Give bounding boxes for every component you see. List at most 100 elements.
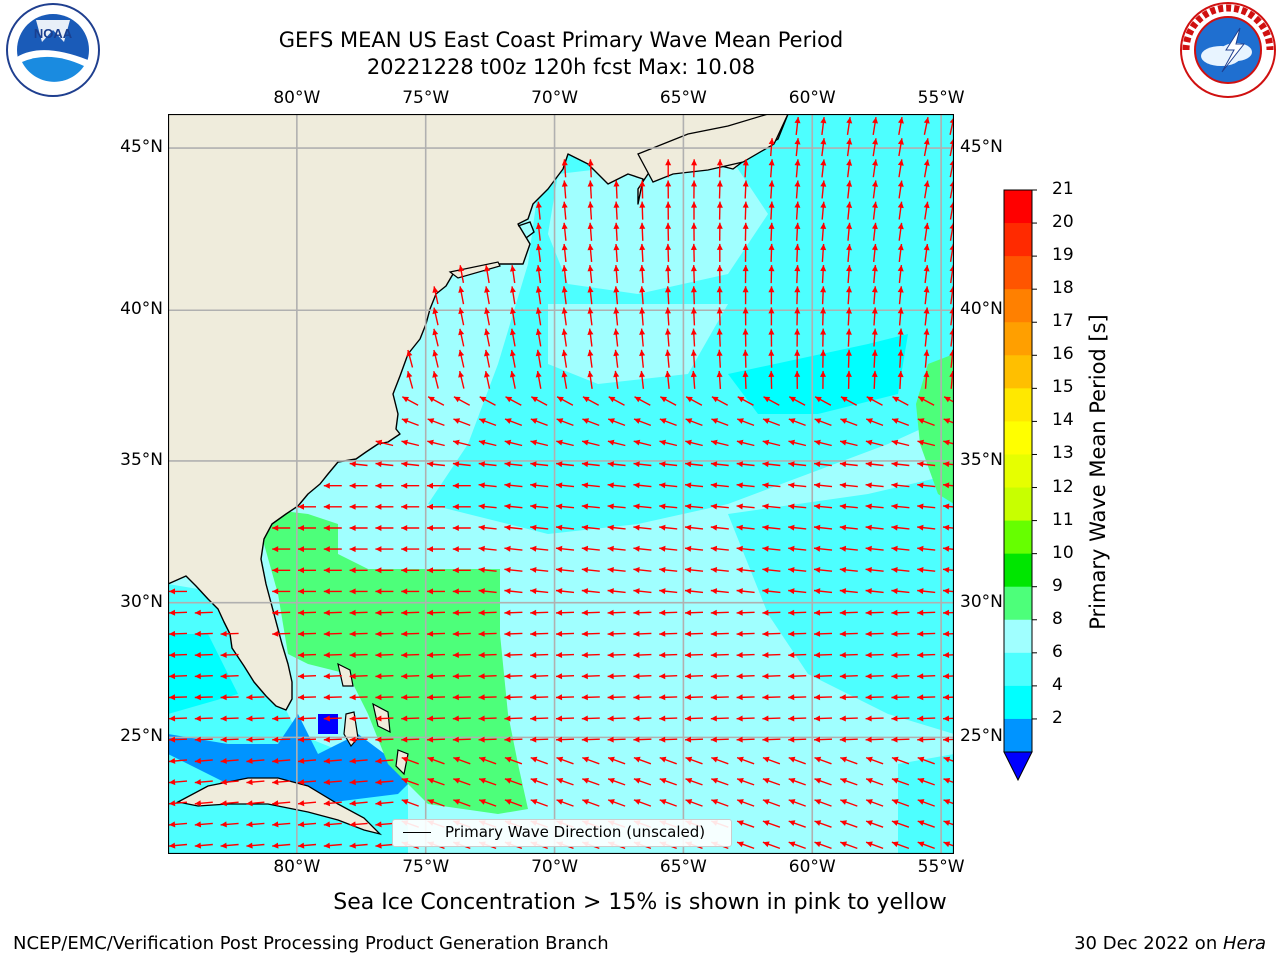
wave-direction-arrow [736, 756, 755, 765]
wave-direction-arrow [762, 503, 781, 510]
wave-direction-arrow [891, 778, 910, 786]
wave-direction-arrow [736, 482, 755, 489]
wave-direction-arrow [820, 159, 827, 178]
wave-direction-arrow [659, 778, 677, 786]
wave-direction-arrow [891, 545, 910, 552]
wave-direction-arrow [846, 307, 852, 326]
wave-direction-arrow [375, 736, 394, 743]
wave-direction-arrow [406, 349, 414, 368]
wave-direction-arrow [685, 799, 703, 807]
wave-direction-arrow [426, 609, 446, 616]
wave-direction-arrow [246, 694, 265, 701]
wave-direction-arrow [613, 328, 620, 347]
wave-direction-arrow [788, 673, 807, 680]
wave-direction-arrow [581, 482, 600, 489]
wave-direction-arrow [917, 778, 935, 786]
wave-direction-arrow [432, 307, 439, 326]
wave-direction-arrow [613, 370, 620, 389]
wave-direction-arrow [504, 778, 523, 786]
wave-direction-arrow [168, 800, 188, 807]
wave-direction-arrow [194, 821, 213, 828]
colorbar [1003, 189, 1037, 782]
wave-direction-arrow [561, 159, 568, 178]
wave-direction-arrow [555, 482, 575, 489]
wave-direction-arrow [872, 201, 878, 220]
wave-direction-arrow [788, 756, 806, 765]
wave-direction-arrow [820, 286, 827, 305]
colorbar-under-extension [1003, 751, 1033, 782]
wave-direction-arrow [820, 222, 827, 241]
wave-direction-arrow [509, 328, 516, 347]
wave-direction-arrow [401, 715, 420, 722]
wave-direction-arrow [871, 307, 878, 326]
wave-direction-arrow [942, 524, 954, 531]
wave-direction-arrow [865, 736, 884, 743]
wave-direction-arrow [788, 461, 807, 468]
wave-direction-arrow [561, 201, 568, 220]
wave-direction-arrow [478, 567, 497, 573]
wave-direction-arrow [710, 715, 729, 722]
wave-direction-arrow [555, 588, 575, 595]
wave-direction-arrow [581, 439, 600, 447]
legend-line-swatch [403, 832, 431, 833]
wave-direction-arrow [917, 503, 936, 510]
map-frame [168, 114, 954, 854]
wave-direction-arrow [298, 546, 316, 553]
wave-direction-arrow [716, 349, 723, 368]
wave-direction-arrow [898, 116, 904, 136]
wave-direction-arrow [349, 673, 368, 680]
wave-direction-arrow [587, 180, 594, 199]
wave-direction-arrow [768, 328, 775, 347]
wave-direction-arrow [478, 418, 497, 427]
wave-direction-arrow [509, 370, 516, 389]
wave-direction-arrow [762, 820, 781, 828]
wave-direction-arrow [813, 694, 833, 701]
wave-direction-arrow [839, 567, 858, 573]
wave-direction-arrow [478, 736, 497, 743]
colorbar-tick-label: 13 [1052, 443, 1074, 464]
wave-direction-arrow [633, 461, 652, 468]
wave-direction-arrow [943, 820, 954, 826]
wave-direction-arrow [762, 588, 781, 595]
wave-direction-arrow [685, 756, 703, 765]
wave-direction-arrow [762, 778, 781, 786]
wave-direction-arrow [375, 758, 394, 764]
wave-direction-arrow [917, 673, 936, 680]
wave-direction-arrow [349, 482, 368, 489]
wave-direction-arrow [323, 482, 342, 489]
wave-direction-arrow [736, 799, 755, 807]
wave-direction-arrow [555, 694, 575, 701]
wave-direction-arrow [504, 418, 523, 427]
wave-direction-arrow [690, 370, 697, 389]
credit-text: NCEP/EMC/Verification Post Processing Pr… [13, 933, 609, 954]
wave-direction-arrow [917, 524, 936, 531]
wave-direction-arrow [768, 286, 775, 305]
wave-direction-arrow [891, 652, 910, 658]
wave-direction-arrow [865, 524, 884, 531]
wave-direction-arrow [587, 307, 594, 326]
wave-direction-arrow [375, 503, 394, 510]
wave-direction-arrow [891, 588, 910, 595]
wave-direction-arrow [736, 609, 755, 616]
wave-direction-arrow [556, 799, 574, 807]
wave-direction-arrow [504, 482, 523, 489]
wave-direction-arrow [923, 265, 930, 284]
colorbar-bin [1004, 685, 1032, 720]
wave-direction-arrow [194, 842, 213, 849]
wave-direction-arrow [820, 370, 826, 389]
wave-direction-arrow [736, 503, 755, 510]
wave-direction-arrow [891, 524, 910, 531]
wave-direction-arrow [917, 439, 936, 447]
wave-direction-arrow [942, 567, 954, 573]
wave-direction-arrow [685, 461, 703, 468]
wave-direction-arrow [897, 307, 904, 326]
wave-direction-arrow [736, 588, 755, 595]
wave-direction-arrow [633, 652, 652, 658]
wave-direction-arrow [690, 328, 697, 347]
wave-direction-arrow [581, 652, 600, 658]
chart-subtitle: 20221228 t00z 120h fcst Max: 10.08 [366, 55, 756, 79]
wave-direction-arrow [923, 159, 930, 178]
colorbar-tick-label: 21 [1052, 179, 1074, 199]
wave-direction-arrow [891, 736, 910, 743]
wave-direction-arrow [659, 588, 678, 595]
